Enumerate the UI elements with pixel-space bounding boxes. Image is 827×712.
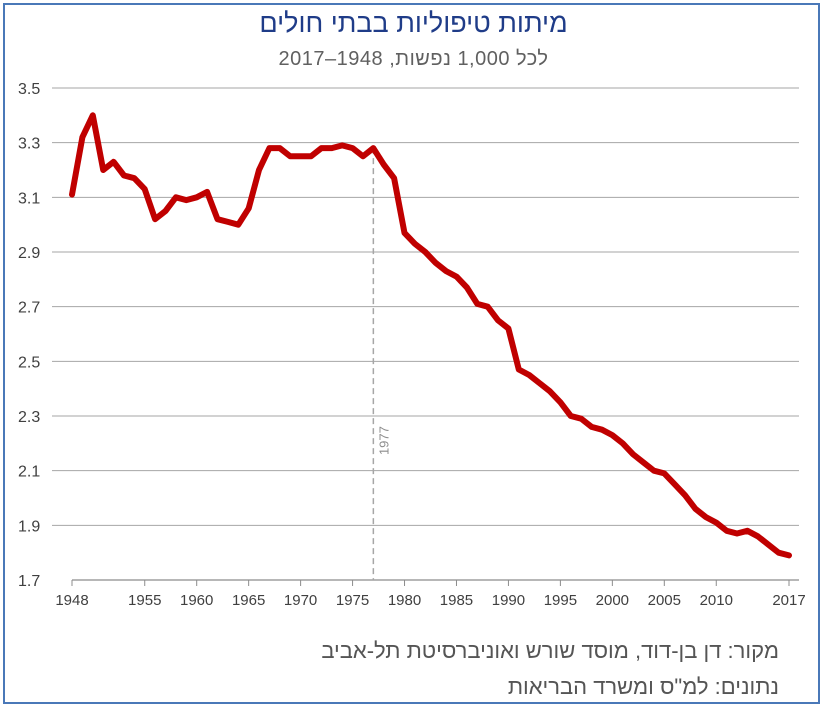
data-note: נתונים: למ"ס ומשרד הבריאות [507, 674, 779, 699]
y-tick-label: 3.1 [18, 190, 40, 207]
y-tick-label: 3.3 [18, 136, 40, 153]
y-tick-label: 2.5 [18, 354, 40, 371]
y-tick-label: 2.9 [18, 245, 40, 262]
chart-title: מיתות טיפוליות בבתי חולים [259, 8, 568, 38]
y-tick-label: 3.5 [18, 81, 40, 98]
x-tick-label: 2010 [700, 592, 733, 609]
x-tick-label: 1948 [55, 592, 88, 609]
chart-frame [3, 3, 820, 704]
y-tick-label: 2.3 [18, 409, 40, 426]
x-tick-label: 1995 [544, 592, 577, 609]
x-tick-label: 1960 [180, 592, 213, 609]
chart-subtitle: לכל 1,000 נפשות, 1948–2017 [278, 48, 549, 70]
series-line [69, 112, 792, 559]
annotation-label: 1977 [376, 426, 391, 455]
x-tick-label: 1965 [232, 592, 265, 609]
x-tick-label: 1955 [128, 592, 161, 609]
x-tick-label: 1975 [336, 592, 369, 609]
x-tick-label: 1980 [388, 592, 421, 609]
x-tick-label: 1985 [440, 592, 473, 609]
y-tick-label: 2.1 [18, 464, 40, 481]
x-tick-label: 1970 [284, 592, 317, 609]
y-tick-label: 2.7 [18, 300, 40, 317]
x-tick-label: 2000 [596, 592, 629, 609]
y-tick-label: 1.9 [18, 518, 40, 535]
y-tick-label: 1.7 [18, 573, 40, 590]
source-note: מקור: דן בן-דוד, מוסד שורש ואוניברסיטת ת… [321, 638, 779, 663]
x-tick-label: 2017 [772, 592, 805, 609]
x-tick-label: 2005 [648, 592, 681, 609]
x-tick-label: 1990 [492, 592, 525, 609]
